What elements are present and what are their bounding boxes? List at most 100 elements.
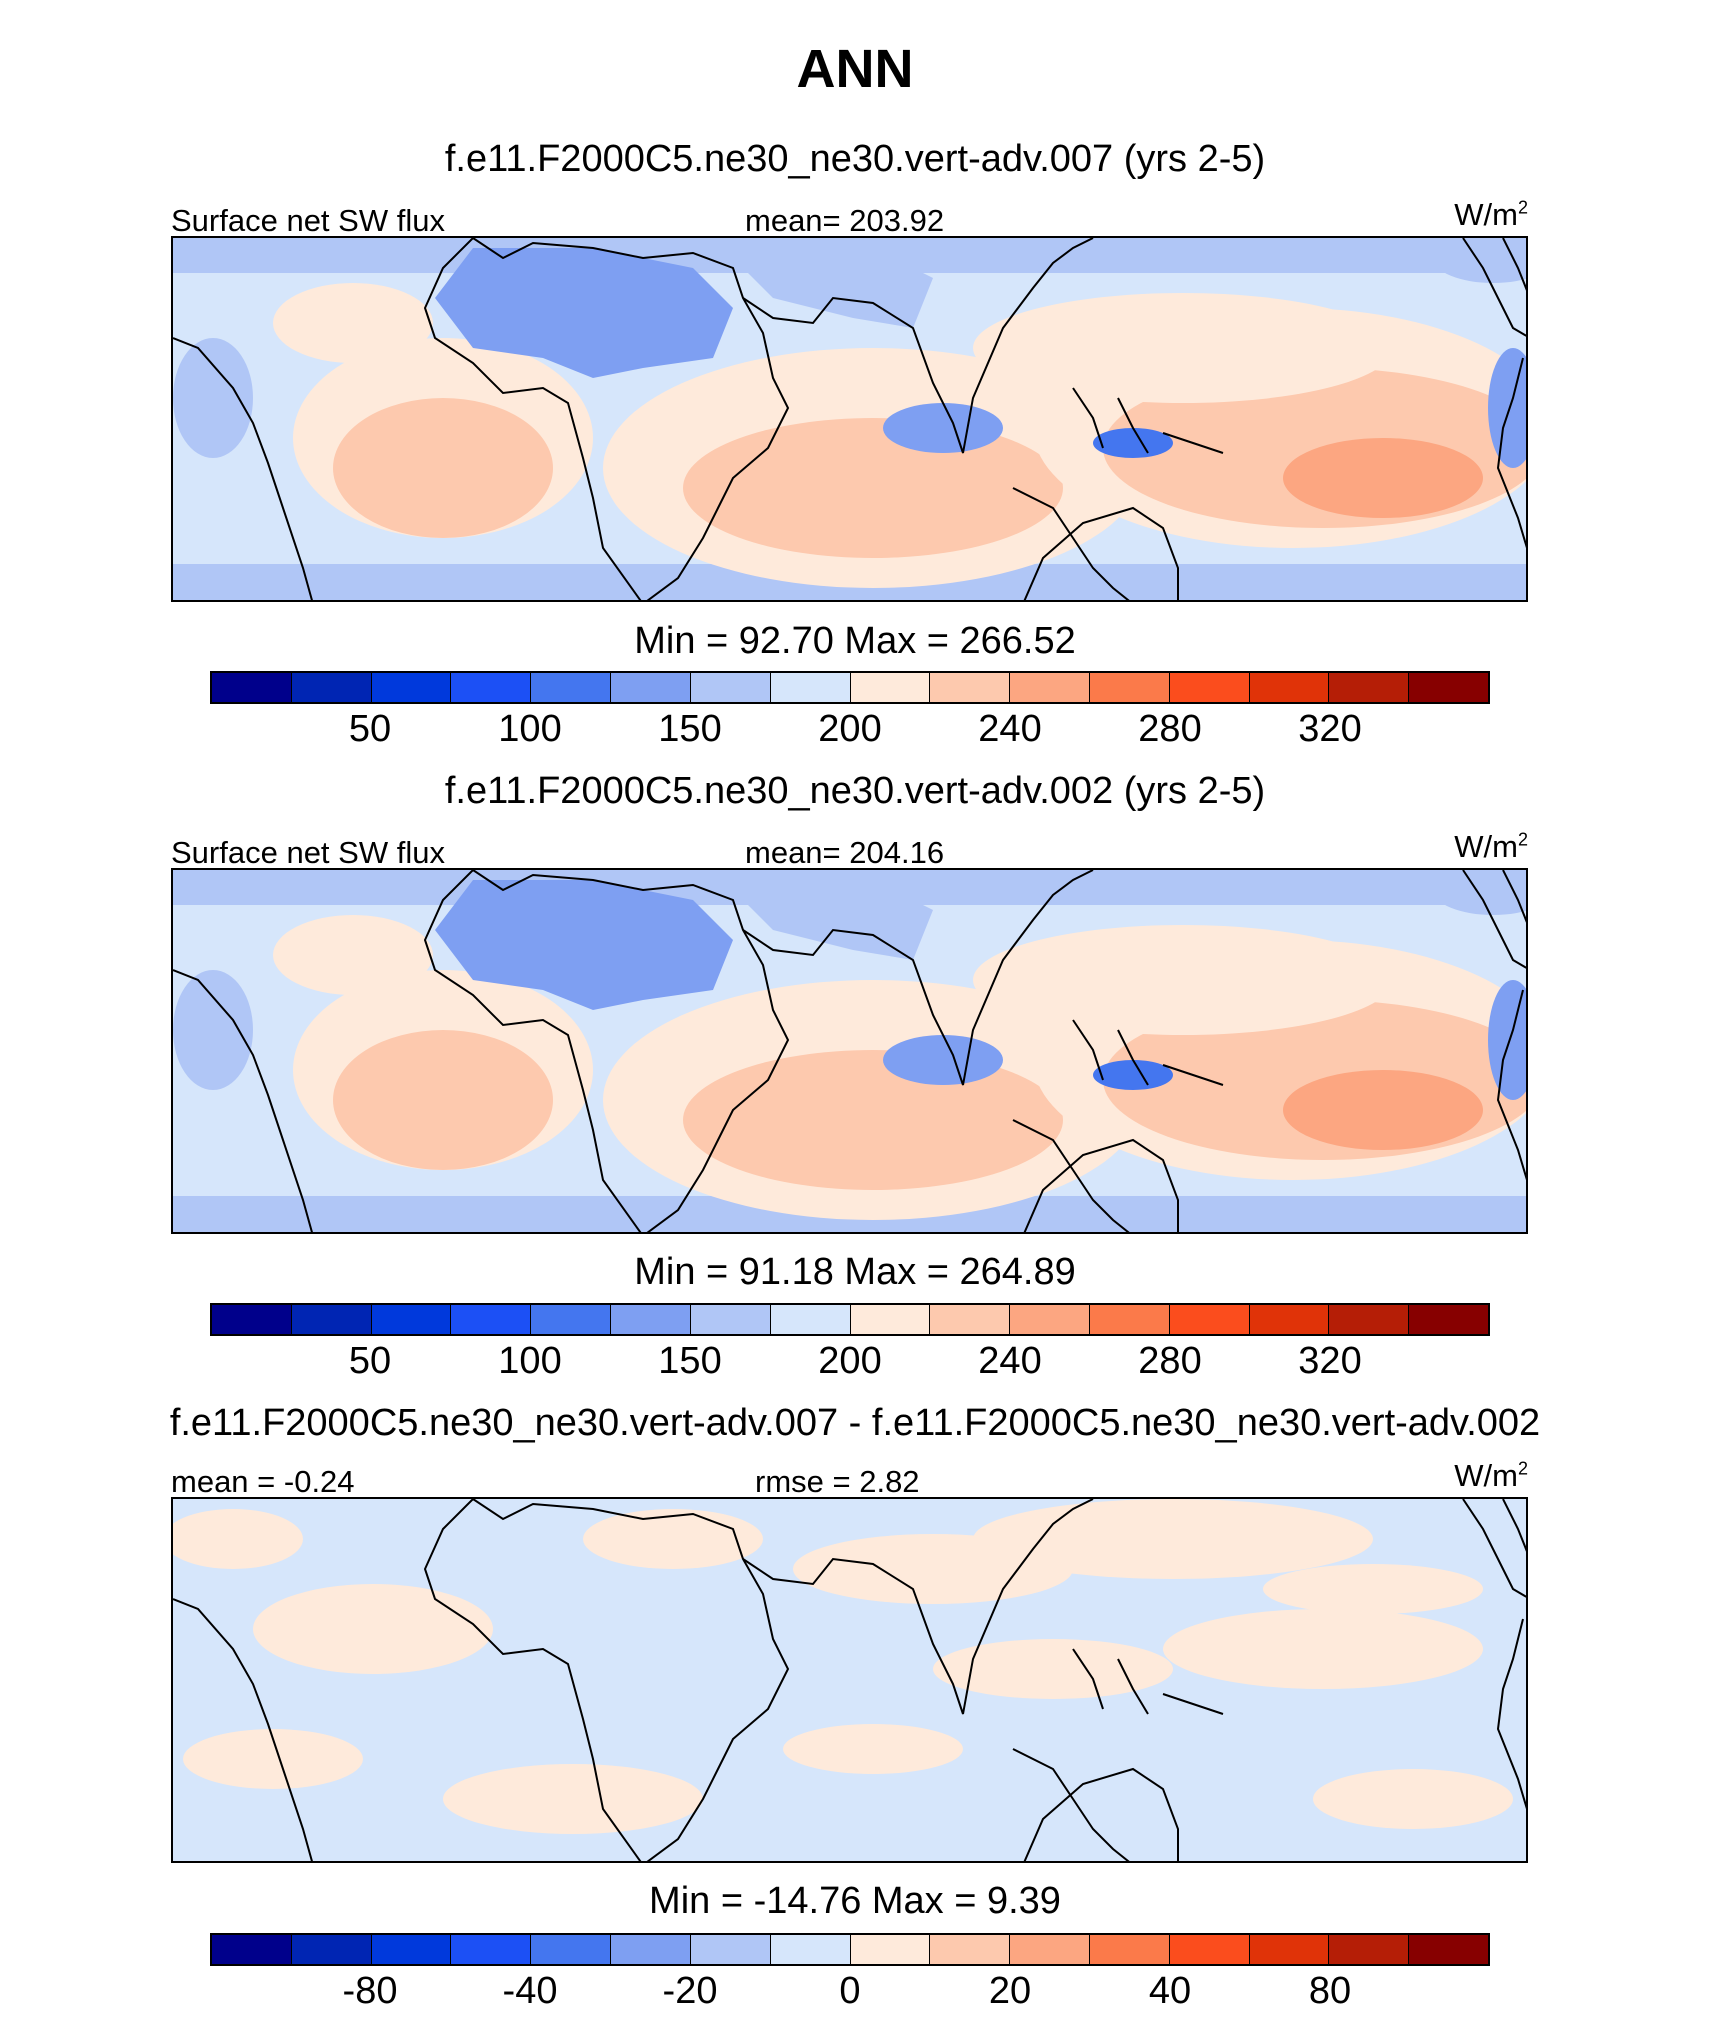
colorbar-cell [1409, 1935, 1488, 1964]
panel-title: f.e11.F2000C5.ne30_ne30.vert-adv.002 (yr… [444, 770, 1266, 812]
colorbar-cell [451, 1305, 532, 1334]
colorbar-cell [1329, 673, 1410, 702]
colorbar-tick-label: 280 [1138, 1340, 1202, 1382]
colorbar-cell [1409, 1305, 1488, 1334]
unit-text: W/m [1454, 1458, 1518, 1493]
coastline [1012, 487, 1179, 600]
colorbar-cell [1089, 673, 1170, 702]
coastline [423, 870, 790, 1232]
contour-region [443, 1764, 703, 1834]
unit-label: W/m2 [1454, 1458, 1528, 1494]
left-annotation: Surface net SW flux [171, 203, 445, 238]
colorbar-tick-label: 0 [839, 1970, 861, 2012]
colorbar-cell [770, 673, 851, 702]
left-annotation: Surface net SW flux [171, 835, 445, 870]
contour-region [253, 1584, 493, 1674]
colorbar-cell [1329, 1305, 1410, 1334]
contour-region [783, 1724, 963, 1774]
colorbar-cell [291, 1935, 372, 1964]
colorbar-cell [212, 1305, 292, 1334]
colorbar-cell [451, 673, 532, 702]
coastline [1072, 387, 1224, 454]
min-max-label: Min = 91.18 Max = 264.89 [634, 1251, 1076, 1293]
contour-region [973, 925, 1393, 1035]
colorbar-tick-label: 240 [978, 1340, 1042, 1382]
colorbar-tick-label: 150 [658, 708, 722, 750]
colorbar-cell [1249, 1935, 1330, 1964]
colorbar-cell [1249, 673, 1330, 702]
colorbar-tick-label: 80 [1308, 1970, 1352, 2012]
map-plot [171, 236, 1528, 602]
colorbar-cell [212, 1935, 292, 1964]
colorbar-cell [531, 673, 612, 702]
contour-region [1433, 238, 1526, 283]
panel-title: f.e11.F2000C5.ne30_ne30.vert-adv.007 (yr… [444, 138, 1266, 180]
min-max-label: Min = -14.76 Max = 9.39 [649, 1880, 1061, 1922]
colorbar-tick-label: -20 [662, 1970, 718, 2012]
colorbar-tick-label: 200 [818, 1340, 882, 1382]
colorbar-cell [1010, 1935, 1090, 1964]
colorbar-cell [1010, 673, 1090, 702]
colorbar-cell [1169, 673, 1250, 702]
colorbar-cell [611, 1305, 691, 1334]
contour-region [933, 1639, 1173, 1699]
contour-region [1263, 1564, 1483, 1614]
colorbar-cell [1409, 673, 1488, 702]
contour-region [183, 1729, 363, 1789]
colorbar-cell [1089, 1305, 1170, 1334]
coastline [1012, 1119, 1179, 1232]
colorbar-cell [611, 673, 691, 702]
colorbar [210, 671, 1490, 704]
map-plot [171, 1497, 1528, 1863]
figure-title: ANN [796, 39, 914, 99]
map-canvas [173, 238, 1526, 600]
coastline [423, 238, 790, 600]
contour-region [333, 1030, 553, 1170]
colorbar-cell [850, 1305, 931, 1334]
colorbar-ticks: 50 100 150 200 240 280 320 [210, 708, 1490, 752]
unit-superscript: 2 [1517, 197, 1528, 218]
colorbar-cell [690, 673, 771, 702]
contour-region [173, 970, 253, 1090]
coastline [423, 1499, 790, 1861]
map-canvas [173, 870, 1526, 1232]
colorbar-cell [930, 1935, 1011, 1964]
colorbar-cell [1329, 1935, 1410, 1964]
colorbar-cell [1169, 1305, 1250, 1334]
colorbar-tick-label: 100 [498, 1340, 562, 1382]
coastline [1496, 238, 1526, 549]
colorbar-cell [291, 673, 372, 702]
colorbar-cell [930, 673, 1011, 702]
map-canvas [173, 1499, 1526, 1861]
colorbar-tick-label: 320 [1298, 708, 1362, 750]
colorbar-cell [1089, 1935, 1170, 1964]
colorbar-cell [212, 673, 292, 702]
colorbar-tick-label: 20 [988, 1970, 1032, 2012]
colorbar-cell [1169, 1935, 1250, 1964]
map-plot [171, 868, 1528, 1234]
colorbar-tick-label: -40 [502, 1970, 558, 2012]
contour-region [1093, 428, 1173, 458]
panel-title: f.e11.F2000C5.ne30_ne30.vert-adv.007 - f… [169, 1402, 1541, 1444]
coastline [1496, 1499, 1526, 1810]
colorbar-tick-label: 150 [658, 1340, 722, 1382]
coastline [742, 870, 1094, 1086]
colorbar-tick-label: -80 [342, 1970, 398, 2012]
contour-region [173, 338, 253, 458]
contour-region [733, 248, 933, 328]
contour-region [1313, 1769, 1513, 1829]
contour-region [883, 1035, 1003, 1085]
contour-region [1163, 1609, 1483, 1689]
coastline [1012, 1748, 1179, 1861]
coastline [173, 969, 313, 1232]
unit-label: W/m2 [1454, 829, 1528, 865]
colorbar-tick-label: 40 [1148, 1970, 1192, 2012]
contour-region [333, 398, 553, 538]
contour-region [1093, 1060, 1173, 1090]
contour-region [435, 880, 733, 1010]
colorbar-cell [291, 1305, 372, 1334]
contour-region [1283, 1070, 1483, 1150]
coastline [173, 337, 313, 600]
contour-region [883, 403, 1003, 453]
colorbar-cell [850, 1935, 931, 1964]
